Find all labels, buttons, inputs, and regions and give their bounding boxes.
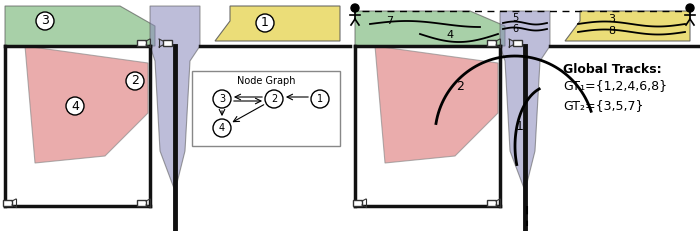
Circle shape: [126, 72, 144, 90]
Polygon shape: [192, 71, 340, 146]
Circle shape: [265, 90, 283, 108]
Text: 2: 2: [131, 75, 139, 88]
Circle shape: [213, 90, 231, 108]
Text: 1: 1: [261, 16, 269, 30]
Polygon shape: [5, 6, 155, 46]
Text: 3: 3: [41, 15, 49, 27]
Text: 2: 2: [271, 94, 277, 104]
Text: 4: 4: [219, 123, 225, 133]
Polygon shape: [163, 40, 172, 46]
Circle shape: [213, 119, 231, 137]
Circle shape: [36, 12, 54, 30]
Circle shape: [256, 14, 274, 32]
Text: 5: 5: [512, 13, 518, 23]
Text: 1: 1: [317, 94, 323, 104]
Polygon shape: [3, 200, 12, 206]
Polygon shape: [500, 11, 550, 191]
Circle shape: [66, 97, 84, 115]
Polygon shape: [353, 200, 362, 206]
Text: 4: 4: [447, 30, 454, 40]
Polygon shape: [487, 200, 496, 206]
Circle shape: [311, 90, 329, 108]
Polygon shape: [565, 11, 690, 41]
Text: 4: 4: [71, 100, 79, 112]
Text: 3: 3: [219, 94, 225, 104]
Polygon shape: [215, 6, 340, 41]
Circle shape: [686, 4, 694, 12]
Text: 3: 3: [608, 14, 615, 24]
Polygon shape: [25, 46, 148, 163]
Text: 8: 8: [608, 26, 615, 36]
Text: Global Tracks:: Global Tracks:: [563, 63, 662, 76]
Text: Node Graph: Node Graph: [237, 76, 295, 86]
Text: GT₂={3,5,7}: GT₂={3,5,7}: [563, 99, 643, 112]
Text: 6: 6: [512, 24, 518, 34]
Polygon shape: [137, 40, 146, 46]
Text: GT₁={1,2,4,6,8}: GT₁={1,2,4,6,8}: [563, 79, 667, 92]
Circle shape: [351, 4, 359, 12]
Text: 7: 7: [386, 16, 393, 26]
Polygon shape: [150, 6, 200, 191]
Polygon shape: [137, 200, 146, 206]
Polygon shape: [375, 46, 498, 163]
Polygon shape: [355, 11, 505, 46]
Polygon shape: [513, 40, 522, 46]
Text: 1: 1: [516, 119, 524, 133]
Polygon shape: [487, 40, 496, 46]
Text: 2: 2: [456, 79, 464, 92]
